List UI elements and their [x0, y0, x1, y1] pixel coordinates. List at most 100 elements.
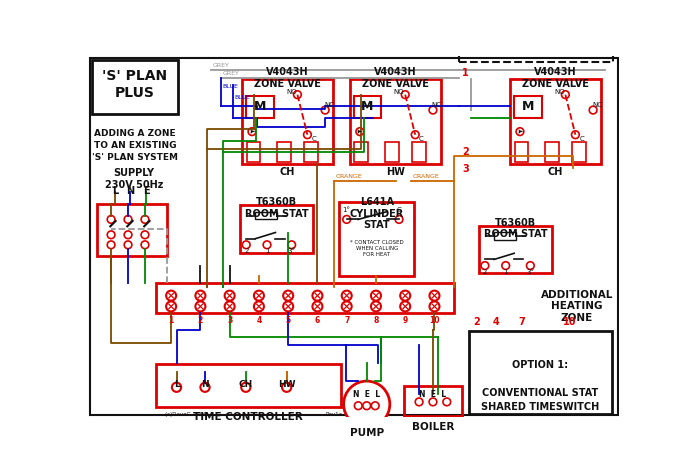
Circle shape	[200, 383, 210, 392]
Circle shape	[400, 301, 411, 311]
Text: CH: CH	[279, 167, 295, 176]
Circle shape	[502, 262, 509, 270]
Text: 7: 7	[518, 317, 525, 327]
Text: 1: 1	[504, 269, 508, 275]
Bar	[246, 142, 260, 161]
Text: |►: |►	[249, 129, 255, 134]
Text: TIME CONTROLLER: TIME CONTROLLER	[193, 412, 303, 422]
Text: 3°: 3°	[288, 248, 295, 254]
Circle shape	[343, 216, 351, 223]
Circle shape	[371, 291, 381, 300]
Bar	[353, 96, 382, 118]
Circle shape	[516, 128, 524, 135]
Circle shape	[225, 291, 235, 300]
Bar	[156, 283, 455, 314]
Bar	[97, 204, 166, 256]
Bar	[572, 142, 586, 161]
Circle shape	[225, 301, 235, 311]
Circle shape	[172, 383, 181, 392]
Circle shape	[263, 241, 271, 249]
Circle shape	[313, 291, 322, 300]
Text: M: M	[253, 101, 266, 113]
Text: L: L	[112, 185, 118, 196]
Text: NC: NC	[324, 102, 334, 109]
Bar	[240, 205, 313, 253]
Bar	[350, 79, 441, 164]
Bar	[304, 142, 318, 161]
Text: 'S' PLAN
PLUS: 'S' PLAN PLUS	[102, 69, 168, 100]
Text: T6360B
ROOM STAT: T6360B ROOM STAT	[484, 218, 547, 240]
Bar	[92, 60, 178, 114]
Text: |►: |►	[357, 129, 363, 134]
Circle shape	[288, 241, 295, 249]
Circle shape	[562, 91, 569, 98]
Text: SUPPLY
230V 50Hz: SUPPLY 230V 50Hz	[105, 168, 164, 190]
Circle shape	[402, 91, 409, 98]
Circle shape	[429, 398, 437, 406]
Bar	[385, 142, 399, 161]
Text: M: M	[362, 101, 374, 113]
Text: BLUE: BLUE	[235, 95, 250, 100]
Circle shape	[356, 128, 364, 135]
Text: BLUE: BLUE	[223, 85, 239, 89]
Text: 8: 8	[373, 316, 379, 325]
Circle shape	[141, 216, 149, 223]
Text: L641A
CYLINDER
STAT: L641A CYLINDER STAT	[350, 197, 404, 230]
Bar	[515, 142, 529, 161]
Text: HW: HW	[278, 380, 295, 389]
Text: 2: 2	[244, 248, 248, 254]
Text: 4: 4	[256, 316, 262, 325]
Text: N  E  L: N E L	[420, 390, 446, 399]
Circle shape	[526, 262, 534, 270]
Text: 2: 2	[483, 269, 487, 275]
Bar	[469, 331, 611, 414]
Bar	[494, 233, 515, 240]
Text: L: L	[174, 380, 179, 389]
Circle shape	[571, 131, 579, 139]
Text: CH: CH	[239, 380, 253, 389]
Circle shape	[355, 402, 362, 410]
Text: 2: 2	[473, 317, 480, 327]
Text: 1: 1	[168, 316, 174, 325]
Text: C: C	[311, 136, 316, 142]
Text: ADDITIONAL
HEATING
ZONE: ADDITIONAL HEATING ZONE	[541, 290, 613, 323]
Text: N: N	[126, 185, 135, 196]
Circle shape	[195, 291, 206, 300]
Bar	[404, 387, 462, 416]
Circle shape	[371, 301, 381, 311]
Text: N  E  L: N E L	[353, 390, 380, 400]
Text: 1°: 1°	[343, 207, 351, 213]
Text: 5: 5	[286, 316, 290, 325]
Circle shape	[241, 383, 250, 392]
Circle shape	[283, 301, 293, 311]
Circle shape	[429, 301, 440, 311]
Text: 9: 9	[402, 316, 408, 325]
Bar	[510, 79, 601, 164]
Text: NO: NO	[394, 88, 404, 95]
Circle shape	[242, 241, 250, 249]
Circle shape	[166, 291, 176, 300]
Text: * CONTACT CLOSED
WHEN CALLING
FOR HEAT: * CONTACT CLOSED WHEN CALLING FOR HEAT	[350, 240, 404, 257]
Bar	[545, 142, 559, 161]
Bar	[246, 96, 273, 118]
Text: CH: CH	[548, 167, 563, 176]
Text: C: C	[419, 136, 424, 142]
Text: V4043H
ZONE VALVE: V4043H ZONE VALVE	[522, 67, 589, 88]
Bar	[242, 79, 333, 164]
Circle shape	[293, 91, 302, 98]
Circle shape	[342, 291, 352, 300]
Text: T6360B
ROOM STAT: T6360B ROOM STAT	[245, 197, 308, 219]
Text: NO: NO	[286, 88, 297, 95]
Text: 3: 3	[462, 164, 469, 174]
Bar	[277, 142, 291, 161]
Circle shape	[589, 106, 597, 114]
Text: NO: NO	[554, 88, 564, 95]
Circle shape	[107, 231, 115, 239]
Circle shape	[363, 402, 371, 410]
Circle shape	[481, 262, 489, 270]
Circle shape	[400, 291, 411, 300]
Text: C: C	[579, 136, 584, 142]
Text: NC: NC	[592, 102, 602, 109]
Circle shape	[248, 128, 256, 135]
Text: 1: 1	[462, 68, 469, 79]
